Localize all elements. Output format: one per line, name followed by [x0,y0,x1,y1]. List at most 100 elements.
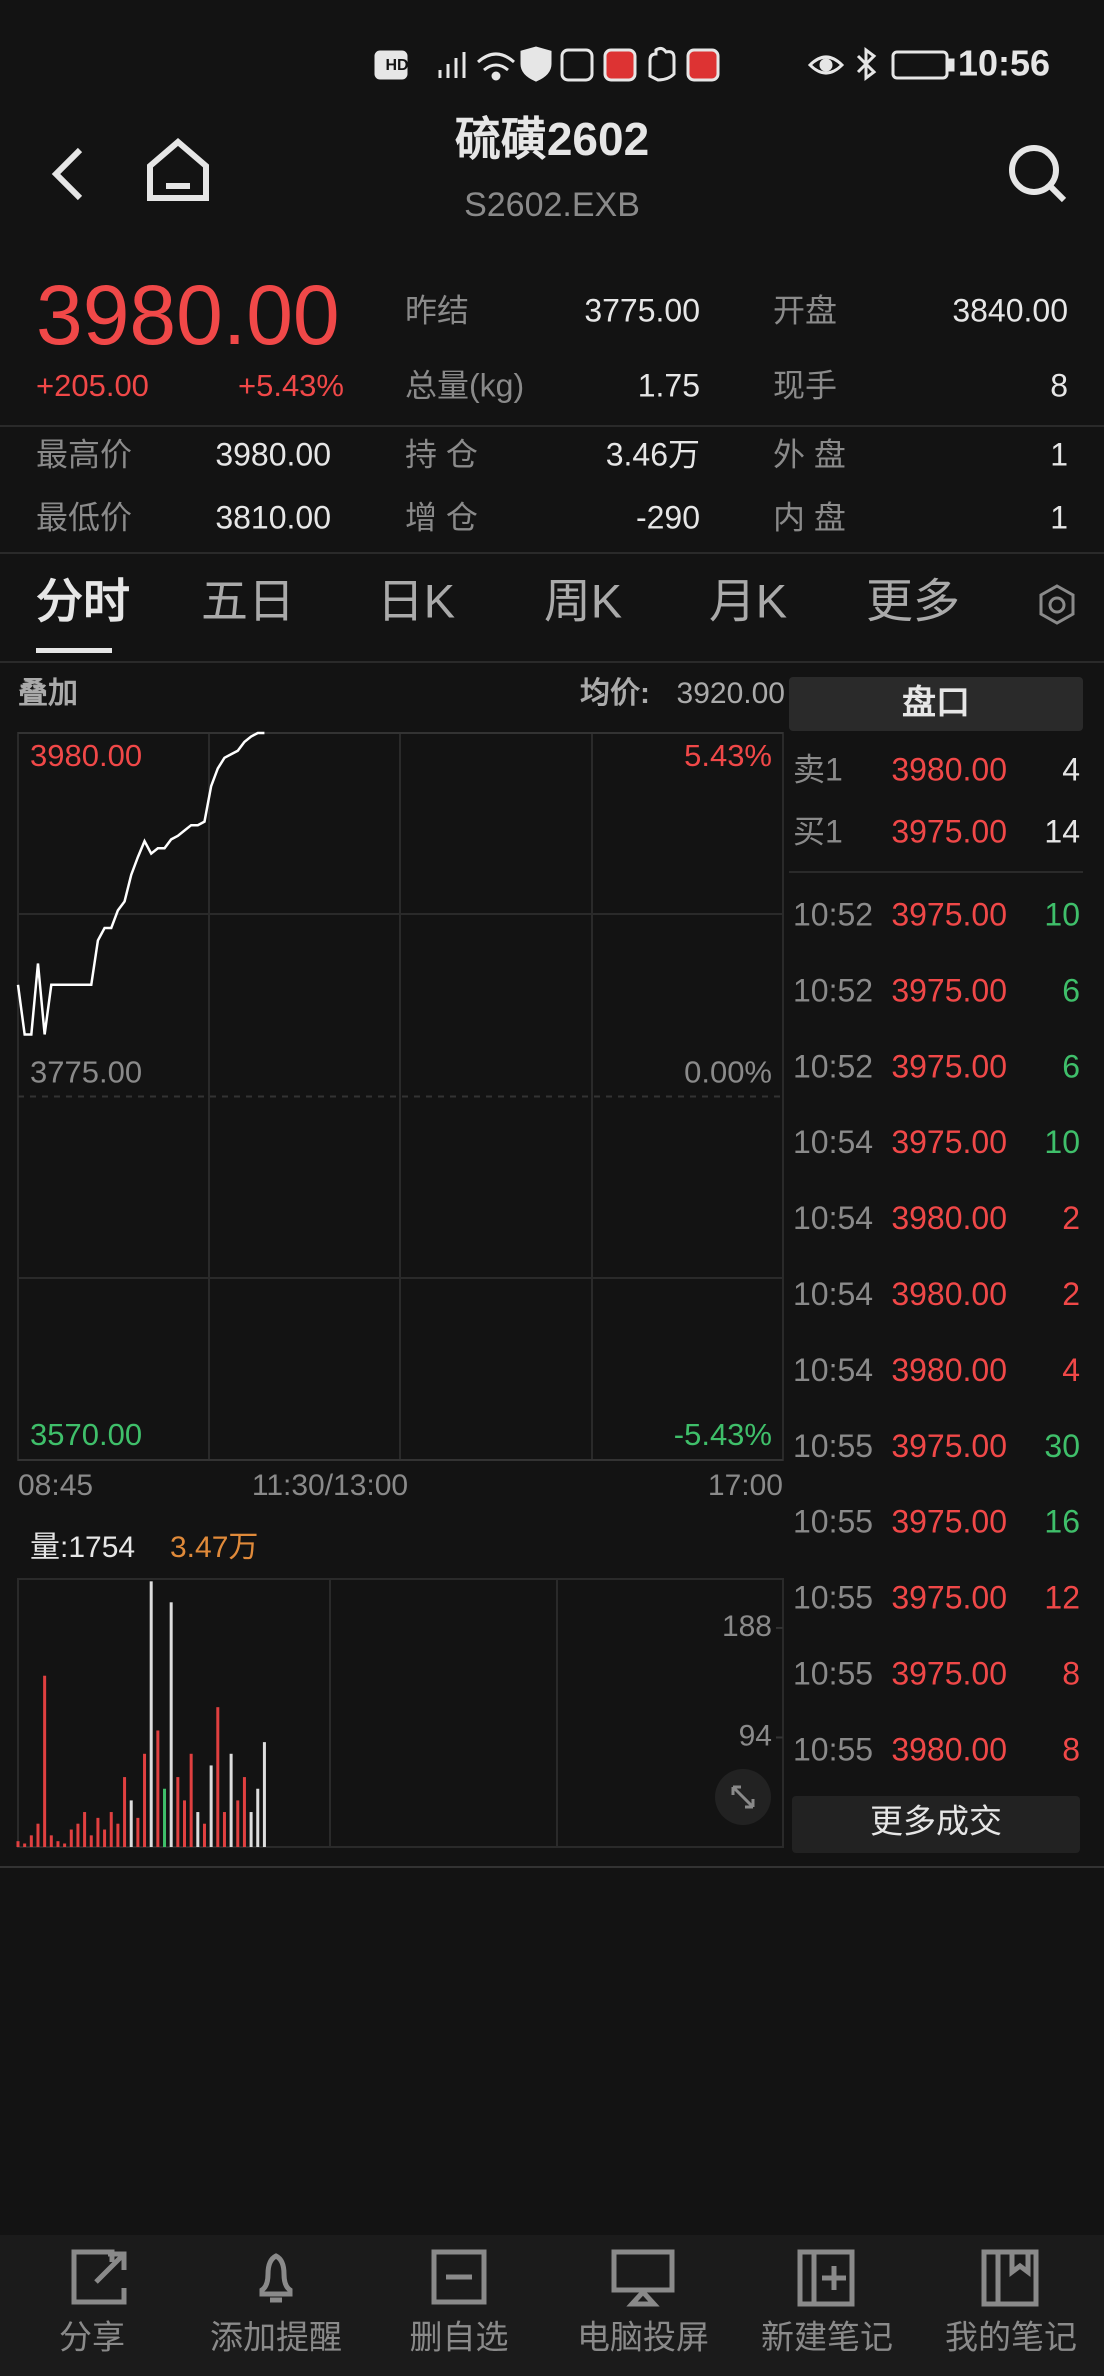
volume-bar [36,1823,40,1847]
level-price: 3975.00 [891,813,1007,849]
volume-bar [176,1777,180,1847]
field-value: 3775.00 [584,292,700,328]
volume-bar [163,1788,167,1847]
tab[interactable]: 日K [377,574,455,627]
field-label: 外 盘 [773,436,846,472]
volume-bar [23,1843,27,1847]
expand-button[interactable] [715,1769,771,1825]
book-title: 盘口 [902,684,970,722]
volume-tick-label: 94 [739,1719,772,1752]
volume-bar [236,1800,240,1847]
volume-bar [196,1812,200,1847]
field-label: 开盘 [773,292,837,328]
avg-label: 均价: [580,677,650,710]
search-button[interactable] [1009,145,1067,203]
nav-label[interactable]: 删自选 [410,2319,509,2356]
field-value: 1.75 [638,367,700,403]
trade-qty: 10 [1044,1124,1080,1160]
nav-label[interactable]: 电脑投屏 [577,2319,709,2356]
field-value: 3980.00 [215,436,331,472]
trade-time: 10:54 [793,1352,873,1388]
trade-qty: 30 [1044,1428,1080,1464]
trade-time: 10:54 [793,1276,873,1312]
pct-label: 5.43% [684,738,772,773]
volume-bar [202,1823,206,1847]
trade-time: 10:52 [793,972,873,1008]
volume-bar [222,1812,226,1847]
y-tick-label: 3775.00 [30,1055,142,1090]
trade-qty: 16 [1044,1504,1080,1540]
trade-price: 3975.00 [891,1580,1007,1616]
field-value: 3840.00 [952,292,1068,328]
x-tick-label: 17:00 [708,1469,783,1502]
level-qty: 4 [1062,751,1080,787]
trade-qty: 8 [1062,1655,1080,1691]
avg-value: 3920.00 [677,677,785,710]
field-label: 总量(kg) [405,367,524,403]
oi-label: 3.47万 [170,1531,258,1564]
nav-label[interactable]: 添加提醒 [210,2319,342,2356]
volume-bar [183,1800,186,1847]
volume-bar [216,1707,220,1847]
x-tick-label: 11:30/13:00 [252,1469,408,1502]
volume-bar [242,1777,246,1847]
trade-qty: 10 [1044,896,1080,932]
field-label: 最低价 [36,499,132,535]
volume-bar [256,1788,260,1847]
tab[interactable]: 五日 [201,574,295,627]
tab[interactable]: 周K [544,574,622,627]
level-price: 3980.00 [891,751,1007,787]
tab-underline [36,648,112,653]
overlay-button[interactable]: 叠加 [18,677,78,710]
status-time: 10:56 [958,43,1050,84]
trade-time: 10:55 [793,1504,873,1540]
volume-bar [123,1777,127,1847]
status-icons [374,46,955,82]
dividers [0,425,1104,1868]
nav-label[interactable]: 新建笔记 [761,2319,893,2356]
tab[interactable]: 更多 [866,574,960,627]
field-value: 1 [1050,436,1068,472]
trade-qty: 8 [1062,1731,1080,1767]
more-trades[interactable]: 更多成交 [870,1803,1002,1840]
volume-bar [229,1753,233,1847]
pct-label: 0.00% [684,1055,772,1090]
trade-price: 3975.00 [891,1124,1007,1160]
more-trades-button[interactable] [792,1796,1080,1853]
volume-bar [96,1817,100,1847]
volume-bar [109,1812,113,1847]
volume-bar [56,1841,60,1847]
volume-bar [189,1753,193,1847]
trade-price: 3975.00 [891,1428,1007,1464]
home-button[interactable] [147,138,209,201]
change-pct: +5.43% [238,368,344,403]
volume-bar [116,1823,120,1847]
change: +205.00 [36,368,149,403]
tab[interactable]: 月K [709,574,787,627]
bottom-nav [0,2235,1104,2376]
pct-label: -5.43% [674,1417,772,1452]
volume-bar [63,1843,67,1847]
chart-frame [17,732,784,1848]
volume-bar [149,1581,153,1847]
field-label: 最高价 [36,436,132,472]
nav-label[interactable]: 分享 [59,2319,125,2356]
field-label: 增 仓 [405,499,478,535]
nav-label[interactable]: 我的笔记 [945,2319,1077,2356]
volume-bar [76,1823,80,1847]
trade-time: 10:55 [793,1731,873,1767]
tab[interactable]: 分时 [36,574,130,627]
book-header [789,677,1083,731]
volume-tick-label: 188 [722,1610,772,1643]
trade-time: 10:55 [793,1655,873,1691]
last-price: 3980.00 [36,268,340,362]
volume-bar [89,1835,93,1847]
field-value: 8 [1050,367,1068,403]
subtitle: S2602.EXB [464,186,640,224]
back-button[interactable] [51,147,83,201]
trade-price: 3980.00 [891,1352,1007,1388]
trade-price: 3975.00 [891,1048,1007,1084]
volume-bar [83,1812,87,1847]
settings-button[interactable] [1039,584,1075,625]
